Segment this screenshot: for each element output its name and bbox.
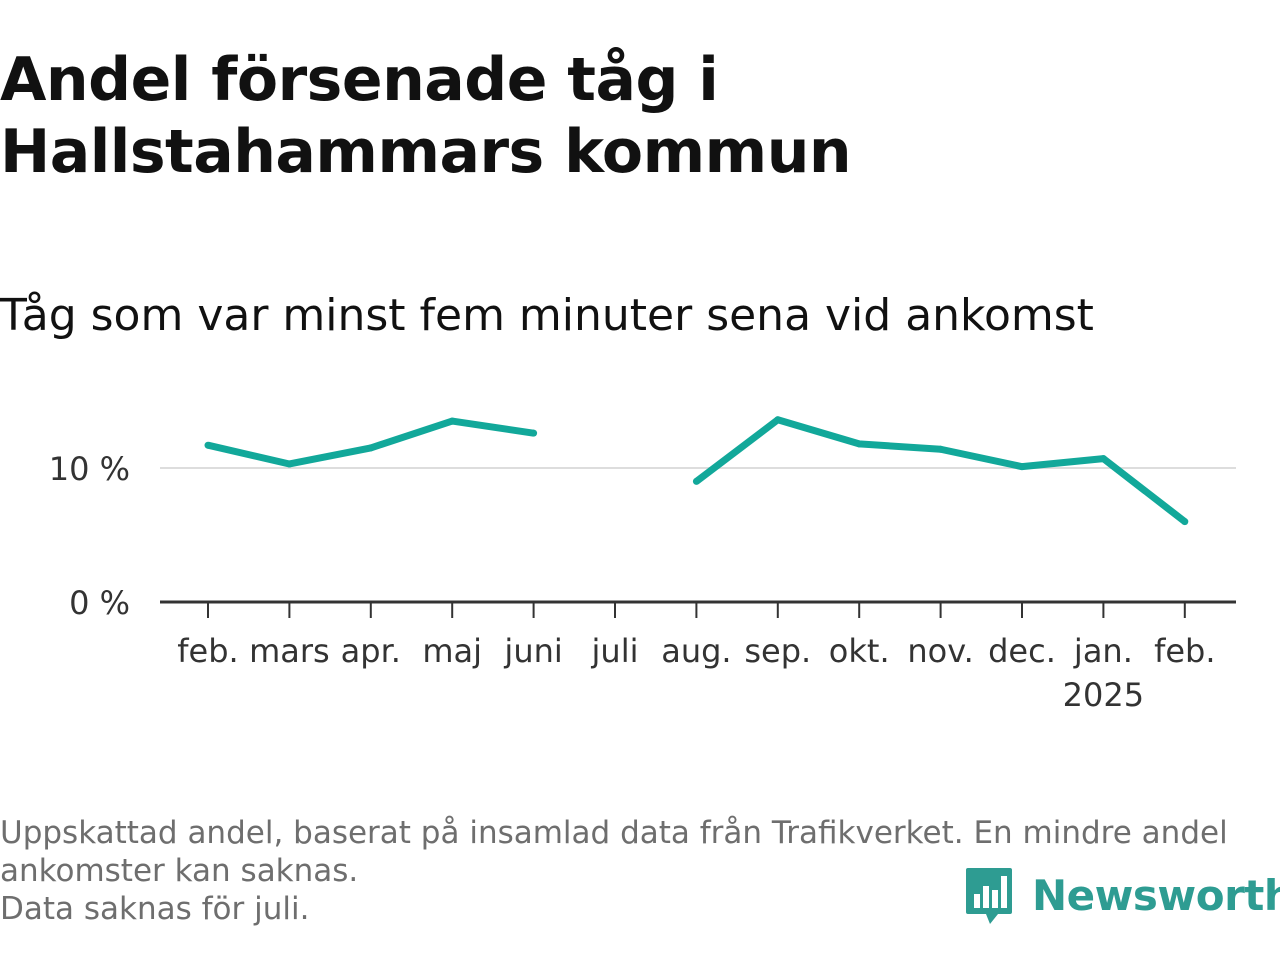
data-point [855, 440, 863, 448]
y-tick-label: 10 % [49, 450, 130, 488]
data-point [367, 444, 375, 452]
series-line-segment [207, 417, 535, 468]
x-tick-label: feb. [1154, 632, 1215, 670]
x-tick-label: mars [249, 632, 330, 670]
x-tick-label: nov. [907, 632, 973, 670]
x-tick-label: juni [503, 632, 562, 670]
x-tick-label: dec. [988, 632, 1056, 670]
data-point [448, 417, 456, 425]
data-point [774, 416, 782, 424]
x-tick-label: jan. [1073, 632, 1133, 670]
data-point [1181, 518, 1189, 526]
newsworthy-logo: Newsworthy [964, 864, 1280, 926]
x-tick-label: maj [422, 632, 482, 670]
x-tick-labels: feb. mars apr. maj juni juli aug. sep. okt. nov. d… [177, 632, 1215, 714]
footnote: Uppskattad andel, baserat på insamlad da… [0, 814, 1270, 928]
footnote-line: Data saknas för juli. [0, 891, 310, 927]
data-point [530, 429, 538, 437]
data-point [285, 460, 293, 468]
data-point [937, 445, 945, 453]
data-point [692, 477, 700, 485]
series-line-segment [694, 416, 1187, 525]
footnote-line: ankomster kan saknas. [0, 853, 359, 889]
x-tick-label: apr. [341, 632, 401, 670]
x-tick-label: okt. [829, 632, 890, 670]
chart-title: Andel försenade tåg i Hallstahammars kom… [0, 45, 852, 187]
x-tick-label: juli [591, 632, 639, 670]
footnote-line: Uppskattad andel, baserat på insamlad da… [0, 815, 1228, 851]
y-tick-labels: 0 % 10 % [49, 450, 130, 622]
x-tick-sublabel: 2025 [1063, 676, 1144, 714]
x-axis [160, 600, 1236, 618]
series-lines [204, 416, 1189, 526]
data-point [1018, 463, 1026, 471]
bar-chart-speech-bubble-icon [966, 868, 1012, 924]
data-point [1099, 455, 1107, 463]
chart-subtitle: Tåg som var minst fem minuter sena vid a… [0, 290, 1094, 341]
x-tick-label: sep. [744, 632, 811, 670]
x-tick-label: feb. [177, 632, 238, 670]
data-point [204, 441, 212, 449]
y-tick-label: 0 % [69, 584, 130, 622]
brand-name: Newsworthy [1032, 870, 1280, 920]
line-chart: 0 % 10 % feb. mars apr. maj juni juli aug. sep. o… [49, 416, 1236, 714]
x-tick-label: aug. [661, 632, 731, 670]
